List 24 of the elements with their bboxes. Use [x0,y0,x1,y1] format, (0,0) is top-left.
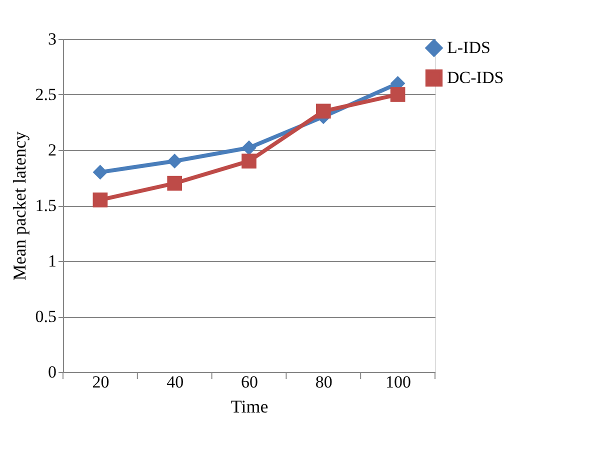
point [167,154,182,169]
y-axis-title: Mean packet latency [9,132,30,280]
x-tick-label: 20 [92,372,110,392]
point [316,104,331,119]
point [390,87,406,102]
point [167,176,182,191]
point [92,192,108,208]
x-tick-label: 80 [315,372,332,392]
x-tick-label: 100 [386,372,412,392]
y-tick-label: 1.5 [35,196,56,215]
legend-label: DC-IDS [447,68,504,87]
y-tick-label: 2 [48,140,56,160]
y-tick-label: 1 [48,252,56,270]
x-tick-label: 60 [241,372,258,392]
y-tick-label: 3 [48,30,56,48]
y-tick-label: 0 [48,362,56,382]
point [242,154,256,169]
x-tick-label: 40 [166,372,184,392]
point [242,140,256,156]
y-tick-label: 2.5 [35,85,56,104]
point [92,164,108,180]
y-tick-label: 0.5 [35,307,56,326]
x-axis-title: Time [230,396,268,416]
legend-label: L-IDS [447,38,490,57]
